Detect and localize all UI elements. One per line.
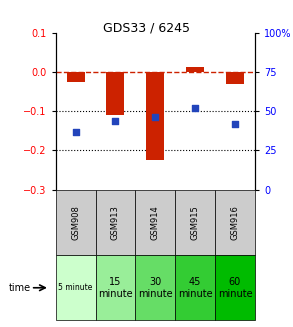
Text: GSM916: GSM916 (231, 205, 239, 240)
Text: GSM908: GSM908 (71, 205, 80, 240)
Text: time: time (9, 283, 31, 293)
Bar (186, 67, 204, 72)
Bar (67, 72, 85, 82)
Text: GSM913: GSM913 (111, 205, 120, 240)
Point (113, 118, 118, 123)
Text: 45
minute: 45 minute (178, 277, 212, 299)
Text: 30
minute: 30 minute (138, 277, 173, 299)
Text: 60
minute: 60 minute (218, 277, 252, 299)
Text: GSM915: GSM915 (191, 205, 200, 240)
Point (193, 105, 197, 111)
Bar (106, 72, 125, 115)
Text: GDS33 / 6245: GDS33 / 6245 (103, 21, 190, 34)
Bar (146, 72, 164, 160)
Point (73, 129, 78, 134)
Point (153, 115, 158, 120)
Point (233, 121, 237, 126)
Text: 5 minute: 5 minute (58, 283, 93, 292)
Text: 15
minute: 15 minute (98, 277, 133, 299)
Bar (226, 72, 244, 84)
Text: GSM914: GSM914 (151, 205, 160, 240)
